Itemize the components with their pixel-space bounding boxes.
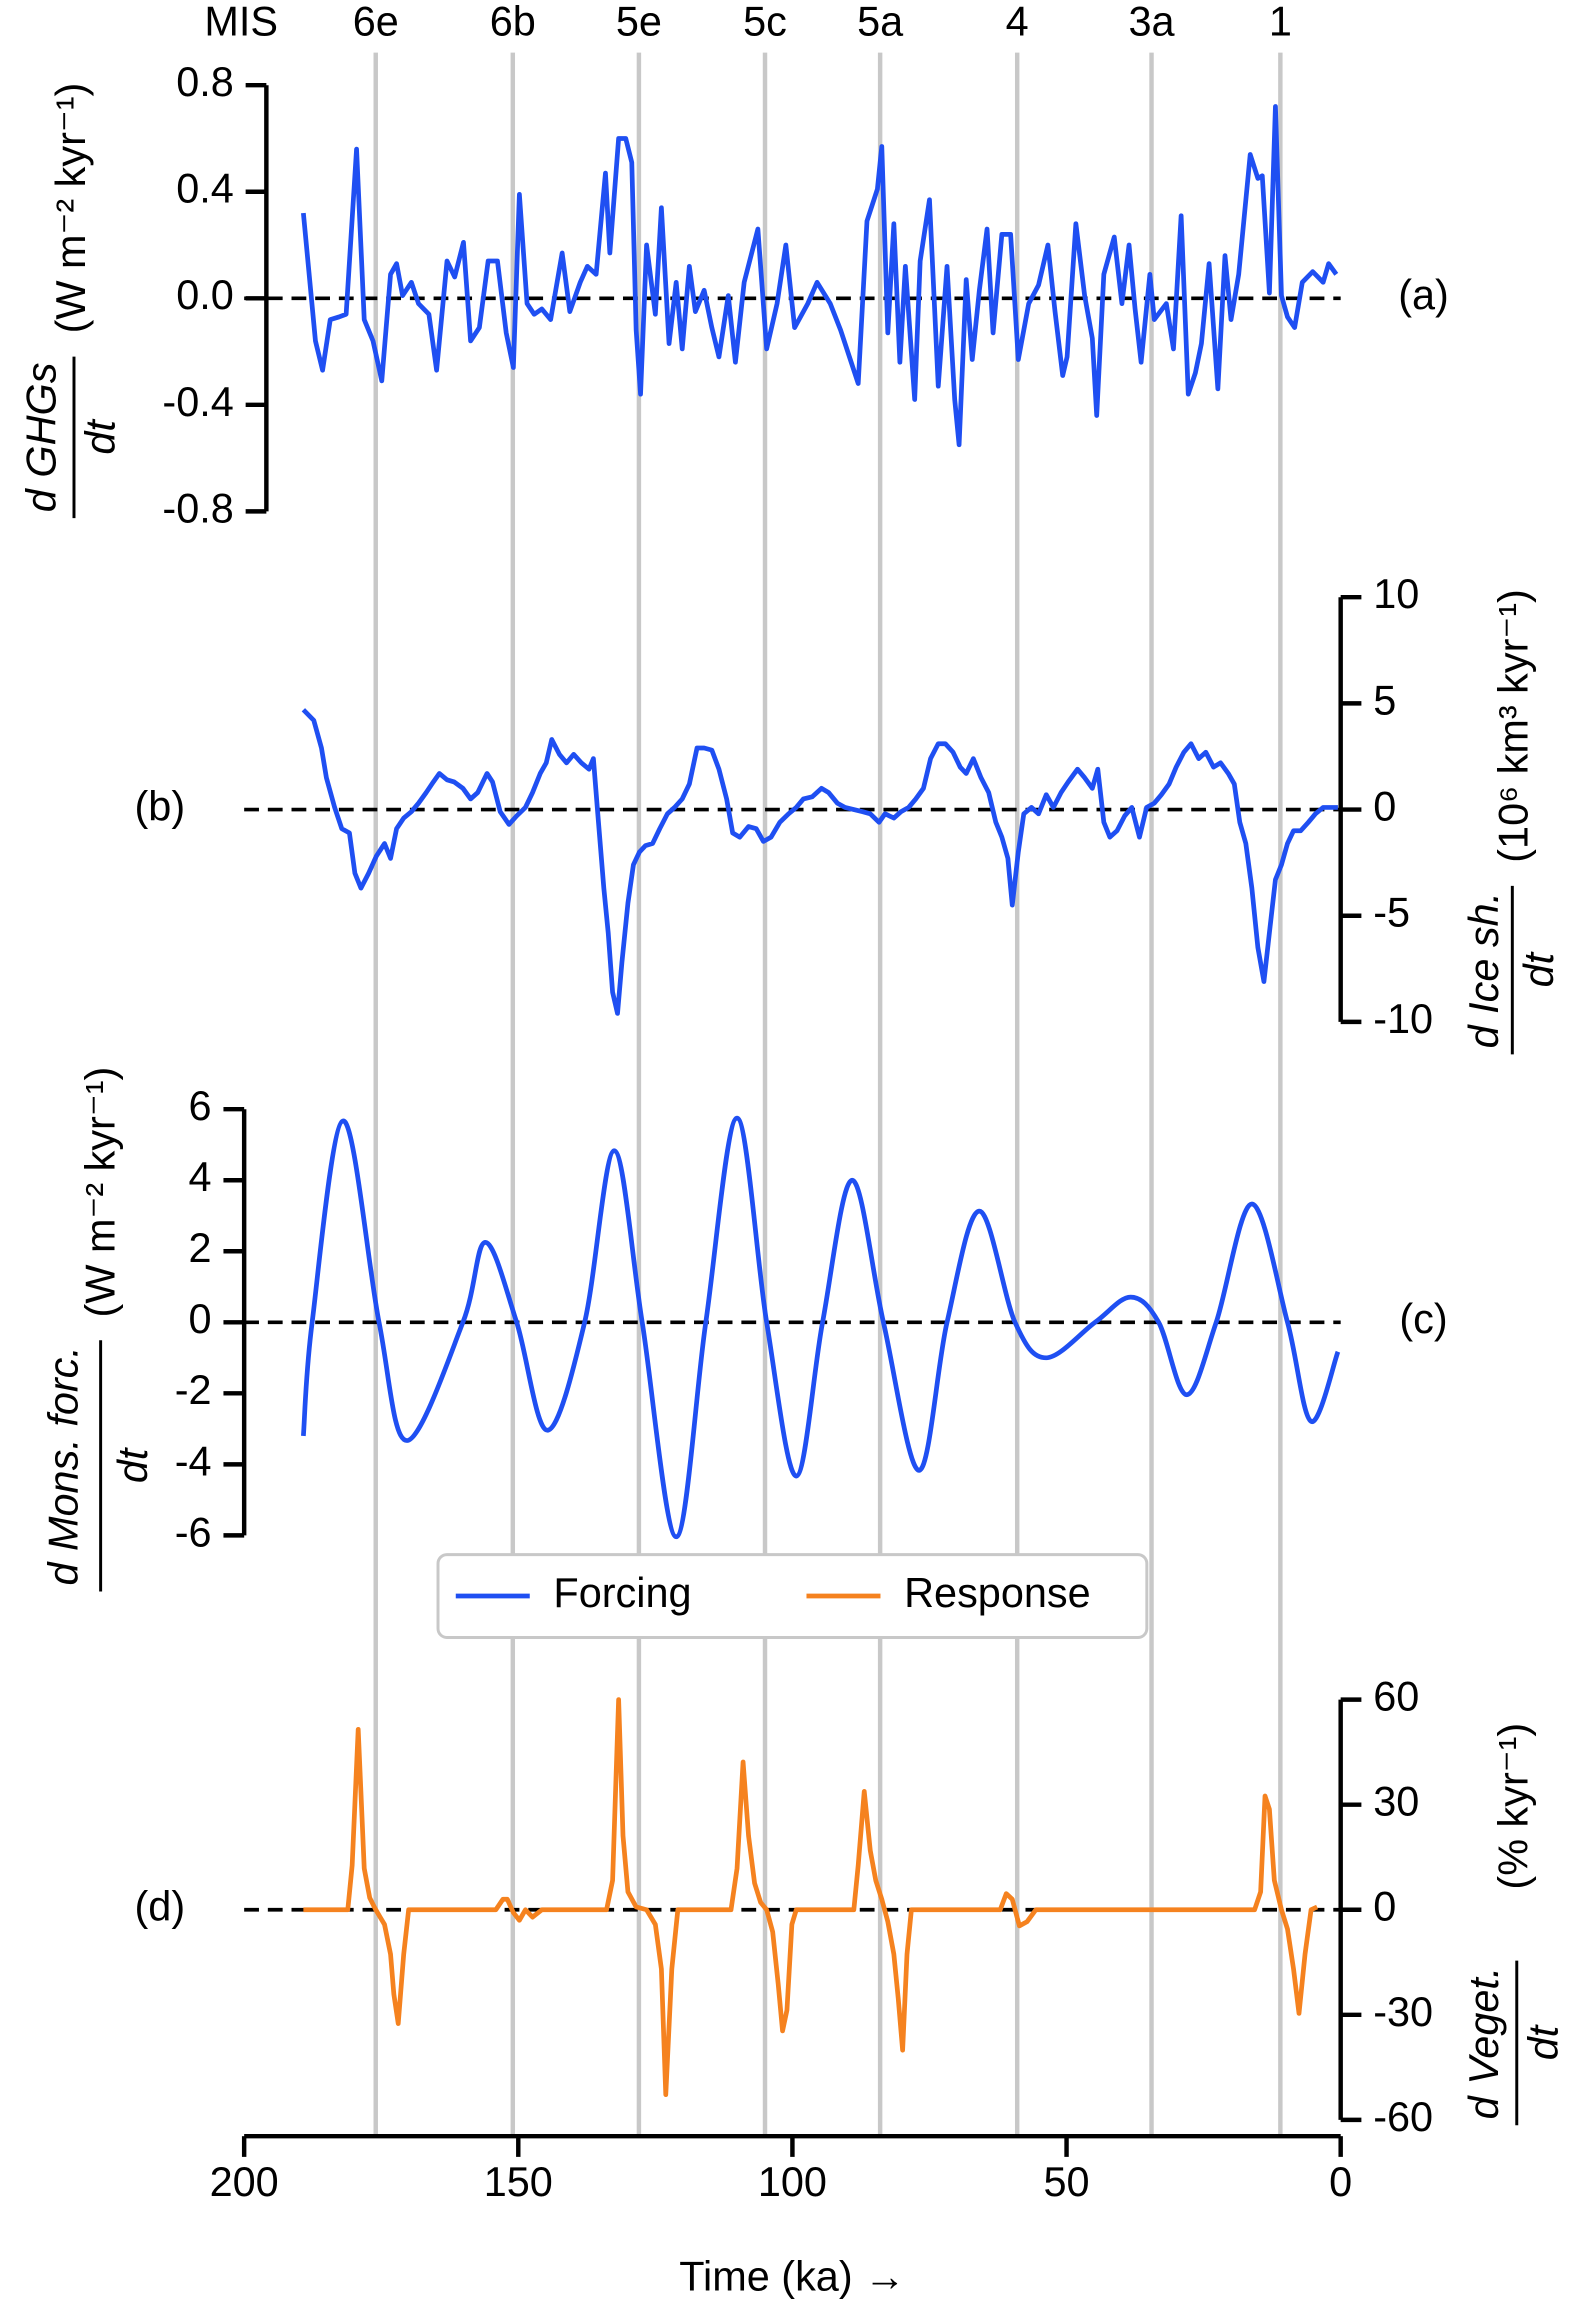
y-label-denominator: dt (1515, 951, 1562, 987)
y-tick-label: -4 (175, 1437, 212, 1484)
series-line (301, 104, 1339, 448)
y-label-numerator: d Veget. (1460, 1967, 1507, 2120)
mis-label: 4 (1006, 0, 1029, 44)
y-tick-label: 5 (1373, 676, 1396, 723)
mis-label: 5e (616, 0, 662, 44)
y-tick-label: -0.8 (162, 484, 233, 531)
y-label-unit: (10⁶ km³ kyr⁻¹) (1490, 589, 1537, 863)
y-tick-label: 10 (1373, 570, 1419, 617)
panel-label: (c) (1399, 1295, 1447, 1342)
x-tick-label: 100 (758, 2158, 827, 2205)
y-tick-label: 0.0 (176, 271, 234, 318)
y-tick-label: -60 (1373, 2093, 1433, 2140)
x-tick-label: 50 (1044, 2158, 1090, 2205)
y-tick-label: 0.4 (176, 165, 234, 212)
y-label-numerator: d GHGs (17, 363, 64, 513)
y-tick-label: 0.8 (176, 58, 234, 105)
series-line (301, 708, 1338, 1016)
y-tick-label: -0.4 (162, 378, 233, 425)
y-label-denominator: dt (109, 1447, 156, 1483)
series-line (303, 1697, 1319, 2098)
y-tick-label: -5 (1373, 889, 1410, 936)
y-label-numerator: d Ice sh. (1460, 892, 1507, 1049)
x-tick-label: 200 (210, 2158, 279, 2205)
mis-label: 5c (743, 0, 787, 44)
y-tick-label: 4 (189, 1153, 212, 1200)
y-tick-label: -6 (175, 1508, 212, 1555)
panel-label: (d) (135, 1883, 186, 1930)
y-tick-label: -10 (1373, 995, 1433, 1042)
y-tick-label: 6 (189, 1082, 212, 1129)
panel-label: (b) (135, 782, 186, 829)
panel-label: (a) (1398, 271, 1449, 318)
x-axis-title: Time (ka) → (679, 2253, 905, 2300)
y-tick-label: 0 (1373, 1883, 1396, 1930)
series-line (301, 1115, 1341, 1540)
y-tick-label: 0 (189, 1295, 212, 1342)
y-label-numerator: d Mons. forc. (40, 1346, 87, 1585)
y-label-denominator: dt (1519, 2024, 1566, 2060)
legend-label: Forcing (553, 1569, 691, 1616)
legend-label: Response (904, 1569, 1091, 1616)
mis-label: 6b (490, 0, 536, 44)
x-tick-label: 0 (1329, 2158, 1352, 2205)
y-label-denominator: dt (77, 419, 124, 455)
mis-label: 5a (857, 0, 904, 44)
mis-title: MIS (204, 0, 278, 44)
mis-label: 6e (353, 0, 399, 44)
y-label-unit: (% kyr⁻¹) (1490, 1723, 1537, 1890)
y-tick-label: 60 (1373, 1673, 1419, 1720)
y-tick-label: 2 (189, 1224, 212, 1271)
x-tick-label: 150 (484, 2158, 553, 2205)
y-label-unit: (W m⁻² kyr⁻¹) (77, 1067, 124, 1318)
y-tick-label: -30 (1373, 1988, 1433, 2035)
y-tick-label: 30 (1373, 1778, 1419, 1825)
legend-box (436, 1553, 1149, 1639)
y-label-unit: (W m⁻² kyr⁻¹) (47, 83, 94, 334)
mis-label: 3a (1128, 0, 1175, 44)
y-tick-label: -2 (175, 1366, 212, 1413)
mis-label: 1 (1269, 0, 1292, 44)
y-tick-label: 0 (1373, 782, 1396, 829)
